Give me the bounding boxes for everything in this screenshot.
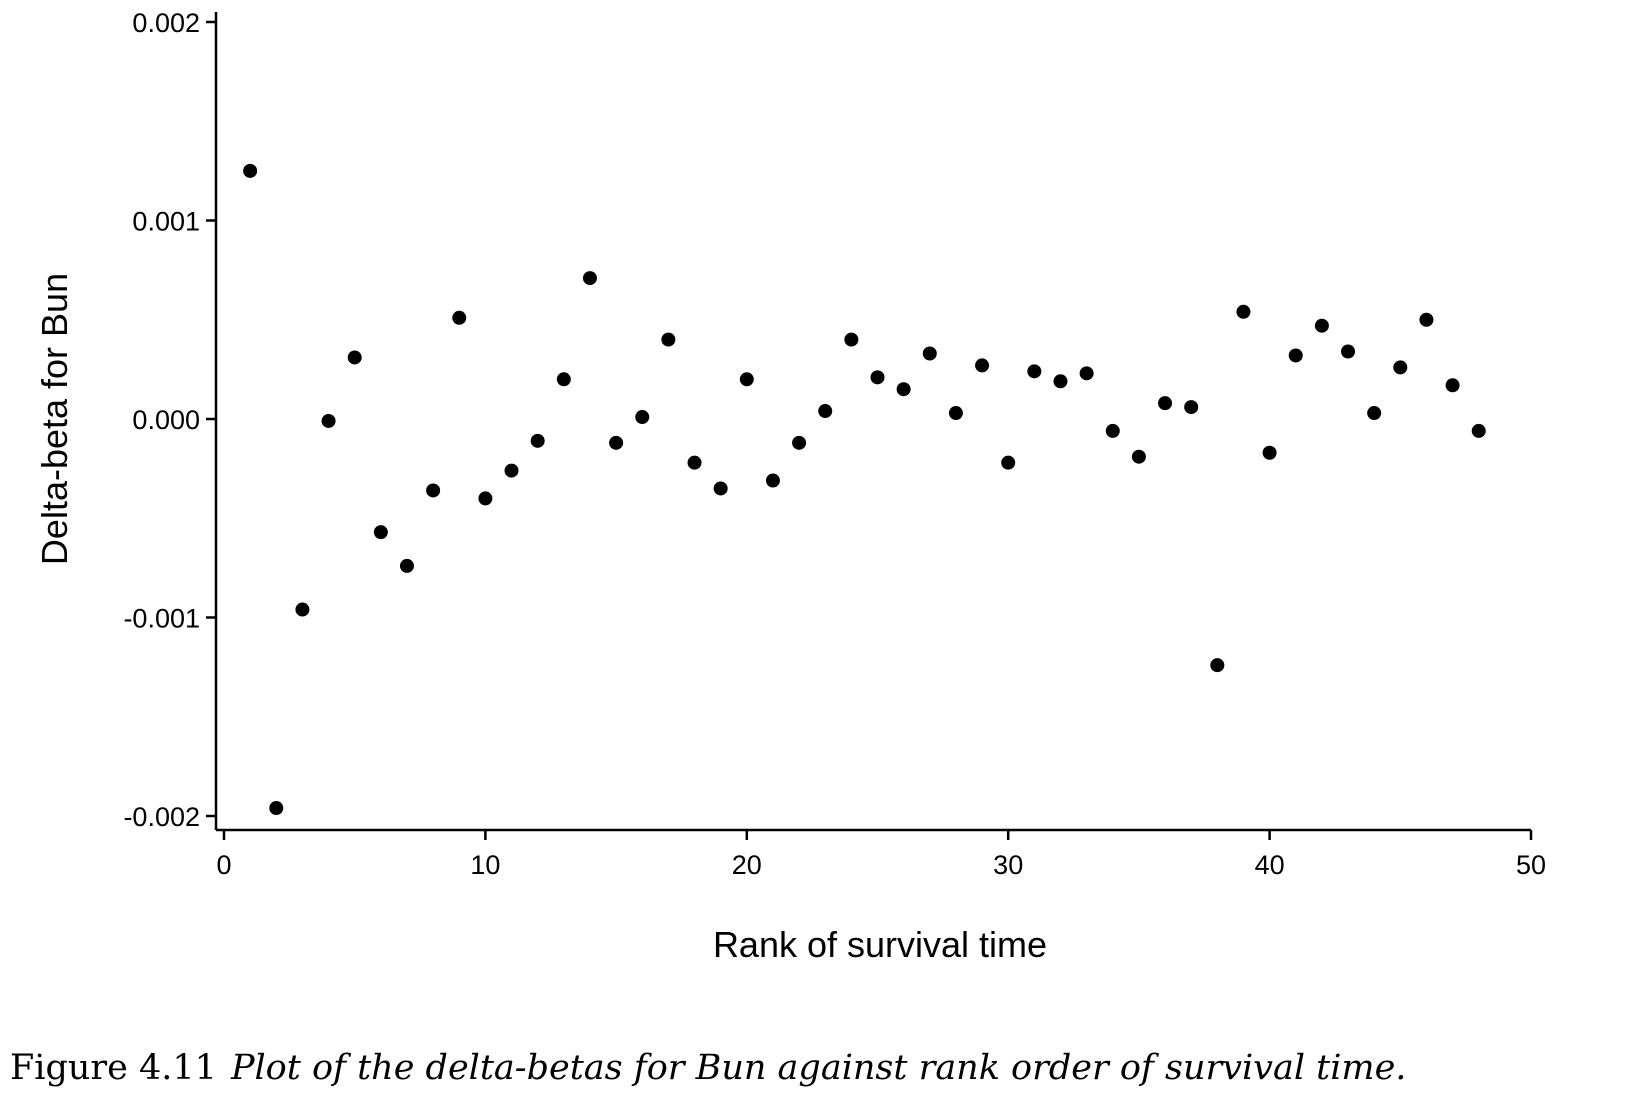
x-tick-label: 50 (1516, 850, 1546, 880)
data-point (478, 491, 493, 506)
data-point (1158, 396, 1173, 411)
x-tick-label: 40 (1255, 850, 1285, 880)
data-point (295, 602, 310, 617)
y-tick-label: -0.002 (123, 802, 200, 832)
data-point (452, 310, 467, 325)
data-point (321, 413, 336, 428)
data-point (1288, 348, 1303, 363)
data-point (1027, 364, 1042, 379)
data-point (948, 406, 963, 421)
x-axis-title: Rank of survival time (713, 924, 1047, 965)
data-point (844, 332, 859, 347)
data-point (975, 358, 990, 373)
data-point (765, 473, 780, 488)
data-point (609, 435, 624, 450)
data-point (739, 372, 754, 387)
data-points (243, 163, 1486, 816)
data-point (1393, 360, 1408, 375)
x-tick-label: 30 (993, 850, 1023, 880)
y-tick-label: 0.001 (132, 207, 200, 237)
x-axis: 0 10 20 30 40 50 (216, 828, 1546, 880)
data-point (635, 410, 650, 425)
data-point (373, 525, 388, 540)
data-point (1079, 366, 1094, 381)
data-point (1053, 374, 1068, 389)
data-point (713, 481, 728, 496)
data-point (243, 163, 258, 178)
data-point (556, 372, 571, 387)
data-point (1210, 658, 1225, 673)
data-point (687, 455, 702, 470)
data-point (792, 435, 807, 450)
data-point (269, 801, 284, 816)
data-point (1367, 406, 1382, 421)
data-point (1236, 304, 1251, 319)
data-point (870, 370, 885, 385)
y-axis: -0.002 -0.001 0.000 0.001 0.002 (123, 8, 218, 832)
data-point (896, 382, 911, 397)
data-point (818, 404, 833, 419)
data-point (530, 433, 545, 448)
data-point (1341, 344, 1356, 359)
data-point (426, 483, 441, 498)
figure-caption-label: Figure 4.11 (10, 1048, 217, 1088)
x-tick-label: 0 (216, 850, 231, 880)
x-tick-label: 20 (732, 850, 762, 880)
data-point (504, 463, 519, 478)
data-point (1314, 318, 1329, 333)
figure-caption-text: Plot of the delta-betas for Bun against … (230, 1048, 1407, 1088)
data-point (661, 332, 676, 347)
y-tick-label: 0.000 (132, 405, 200, 435)
data-point (1419, 312, 1434, 327)
data-point (1105, 423, 1120, 438)
data-point (922, 346, 937, 361)
data-point (1262, 445, 1277, 460)
y-tick-label: 0.002 (132, 8, 200, 38)
data-point (399, 558, 414, 573)
data-point (347, 350, 362, 365)
y-tick-label: -0.001 (123, 604, 200, 634)
data-point (582, 271, 597, 286)
data-point (1184, 400, 1199, 415)
data-point (1131, 449, 1146, 464)
data-point (1001, 455, 1016, 470)
x-tick-label: 10 (470, 850, 500, 880)
y-axis-title: Delta-beta for Bun (34, 273, 75, 565)
data-point (1471, 423, 1486, 438)
figure-caption: Figure 4.11 Plot of the delta-betas for B… (10, 1048, 1406, 1088)
data-point (1445, 378, 1460, 393)
